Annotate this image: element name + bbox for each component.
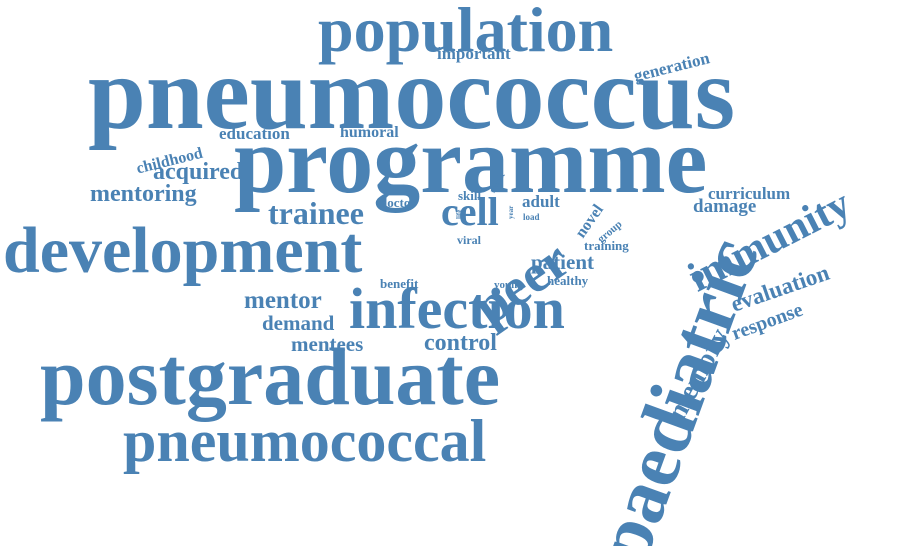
word-year: year <box>507 205 515 219</box>
word-mentoring: mentoring <box>90 181 197 207</box>
word-important: important <box>437 44 511 63</box>
word-trainee: trainee <box>268 195 364 231</box>
word-education: education <box>219 124 290 143</box>
word-programme: programme <box>234 109 708 213</box>
word-humoral: humoral <box>340 124 399 141</box>
word-mentor: mentor <box>244 287 322 314</box>
word-damage: damage <box>693 196 757 217</box>
word-control: control <box>424 330 497 356</box>
word-adult: adult <box>522 192 560 211</box>
word-acquired: acquired <box>153 159 244 185</box>
word-patient: patient <box>531 250 594 274</box>
word-mentees: mentees <box>291 332 364 356</box>
word-paediatric: paediatric <box>577 226 775 546</box>
word-benefit: benefit <box>380 276 419 291</box>
word-load: load <box>523 212 540 222</box>
word-demand: demand <box>262 311 335 335</box>
word-pneumococcus: pneumococcus <box>88 36 736 151</box>
word-curriculum: curriculum <box>708 184 791 203</box>
word-viral: viral <box>457 233 481 247</box>
word-population: population <box>318 0 614 65</box>
word-doctor: doctor <box>380 195 417 210</box>
word-training: training <box>584 238 629 253</box>
word-cell: cell <box>441 189 499 234</box>
word-development: development <box>3 214 363 287</box>
word-infection: infection <box>349 276 565 341</box>
word-young: young <box>494 279 523 291</box>
word-postgraduate: postgraduate <box>40 331 501 422</box>
word-skill: skill <box>458 188 482 203</box>
word-pneumococcal: pneumococcal <box>123 408 487 474</box>
word-healthy: healthy <box>547 273 589 288</box>
